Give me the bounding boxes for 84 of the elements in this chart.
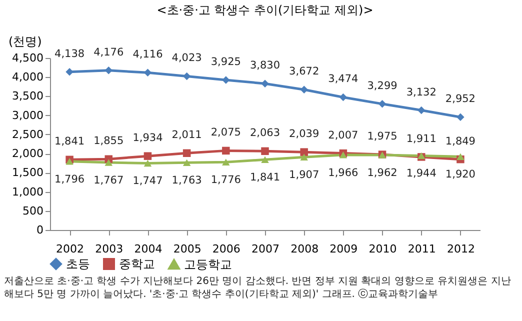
data-label: 1,975 (367, 130, 398, 143)
data-label: 1,907 (289, 169, 320, 182)
point (417, 106, 426, 114)
data-label: 1,796 (54, 173, 85, 186)
y-tick-label: 500 (22, 204, 44, 218)
data-label: 1,849 (445, 135, 476, 148)
data-label: 1,944 (406, 168, 437, 180)
point (222, 158, 230, 166)
point (182, 72, 191, 80)
data-label: 3,830 (250, 60, 280, 72)
y-tick-label: 1,500 (12, 166, 44, 180)
data-label: 1,911 (406, 132, 436, 145)
point (66, 158, 74, 165)
point (144, 68, 152, 77)
point (339, 93, 348, 102)
data-label: 2,007 (328, 129, 358, 142)
x-tick-label: 2004 (134, 242, 162, 256)
data-label: 2,039 (289, 128, 320, 140)
data-label: 1,855 (94, 135, 124, 148)
x-tick-label: 2005 (173, 242, 202, 256)
data-label: 2,063 (250, 127, 280, 140)
point (104, 159, 113, 166)
y-tick-label: 4,000 (12, 70, 44, 84)
text: 저출산으로 초·중·고 학생 수가 지난해보다 26만 명이 감소했다. 반면 정부 지원 확대의 영향으로 유치원생은 지난해보다 5만 명 가까이 늘어났다. '초·중·고 학생수 추이(기타학교 제외)' 그래프. ⓒ교육과학기술부 (4, 275, 512, 301)
x-tick-label: 2012 (446, 242, 475, 256)
point (261, 147, 269, 156)
point (261, 80, 269, 88)
data-label: 4,116 (132, 48, 164, 61)
legend-label: 고등학교 (184, 257, 232, 272)
data-label: 4,176 (94, 46, 124, 58)
point (144, 160, 152, 167)
data-label: 1,966 (328, 166, 359, 179)
point (339, 152, 348, 158)
y-tick-label: 2,500 (12, 128, 44, 141)
x-tick-label: 2011 (408, 242, 436, 256)
x-tick-label: 2003 (95, 242, 124, 256)
point (144, 152, 152, 160)
data-label: 3,672 (289, 66, 320, 78)
point (456, 153, 464, 160)
point (66, 68, 74, 76)
point (182, 149, 191, 158)
data-label: 3,474 (328, 73, 359, 86)
point (222, 76, 230, 84)
x-tick-label: 2007 (252, 242, 280, 256)
y-tick-label: 3,000 (12, 108, 44, 122)
legend-label: 중학교 (119, 257, 155, 271)
data-label: 1,841 (54, 136, 85, 148)
data-label: 2,952 (445, 93, 476, 106)
point (300, 86, 308, 94)
data-label: 1,841 (250, 172, 280, 184)
x-tick-label: 2002 (56, 242, 84, 256)
y-tick-label: 2,000 (12, 147, 44, 160)
data-label: 4,138 (54, 48, 85, 60)
data-label: 2,075 (210, 126, 241, 139)
data-label: 2,011 (172, 129, 202, 142)
y-tick-label: 3,500 (12, 90, 44, 103)
data-label: 1,763 (172, 174, 202, 187)
point (300, 154, 308, 160)
data-label: 1,776 (210, 174, 242, 186)
point (300, 148, 308, 156)
x-tick-label: 2010 (368, 242, 397, 256)
data-label: 1,934 (132, 132, 164, 144)
point (182, 159, 191, 166)
y-tick-label: 4,500 (12, 52, 44, 64)
x-tick-label: 2006 (212, 242, 240, 256)
y-tick-label: 0 (36, 224, 44, 236)
data-label: 4,023 (172, 52, 202, 64)
point (261, 156, 269, 163)
point (456, 113, 464, 122)
x-tick-label: 2008 (290, 242, 319, 256)
data-label: 3,132 (406, 86, 436, 98)
data-label: 1,767 (94, 174, 124, 186)
chart-title: <초·중·고 학생수 추이(기타학교 제외)> (156, 3, 374, 17)
data-label: 1,747 (132, 175, 163, 188)
x-tick-label: 2009 (330, 242, 358, 256)
data-label: 3,925 (210, 56, 241, 68)
data-label: 3,299 (367, 80, 398, 92)
point (378, 100, 386, 108)
y-axis-title: (천명) (8, 34, 42, 48)
point (222, 146, 230, 155)
data-label: 1,962 (367, 167, 398, 180)
data-label: 1,920 (445, 168, 476, 181)
legend-label: 초등 (66, 257, 90, 271)
y-tick-label: 1,000 (12, 185, 44, 198)
